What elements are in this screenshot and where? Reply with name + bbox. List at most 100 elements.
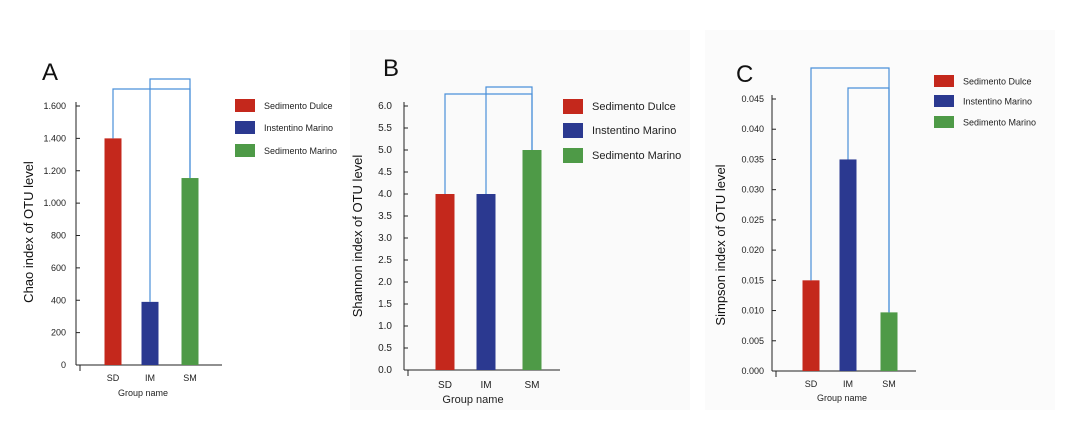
panel-a-x-tick-label: IM (145, 373, 155, 383)
panel-b-legend-swatch (563, 148, 583, 163)
panel-a-x-tick-label: SD (107, 373, 120, 383)
panel-a-bar-sd (104, 138, 122, 365)
panel-a-legend-swatch (235, 99, 255, 112)
panel-a-y-axis: 0 200 400 600 800 1.000 1.200 1.400 1.600 (43, 101, 80, 370)
panel-c-y-tick-label: 0.030 (741, 185, 764, 195)
panel-c-legend-label: Sedimento Marino (963, 118, 1036, 128)
panel-b-bar-sm (522, 150, 542, 370)
panel-a: A Chao index of OTU level Group name 0 20… (21, 59, 337, 398)
panel-a-x-axis: SD IM SM (79, 364, 222, 383)
panel-c-bracket-1 (847, 87, 890, 313)
panel-b-y-tick-label: 5.0 (378, 145, 392, 156)
panel-a-y-tick-label: 1.000 (43, 198, 66, 208)
panel-b-letter: B (383, 55, 399, 82)
panel-a-bracket-1 (149, 78, 191, 302)
panel-c-bar-im (839, 159, 857, 371)
panel-b-y-axis-label: Shannon index of OTU level (350, 155, 365, 318)
panel-c-x-axis: SD IM SM (775, 370, 916, 389)
panel-a-bars (104, 138, 199, 365)
panel-a-y-tick-label: 800 (51, 231, 66, 241)
panel-b-x-tick-label: IM (480, 380, 491, 391)
panel-c: C Simpson index of OTU level Group name … (713, 61, 1036, 403)
panel-c-y-axis: 0.000 0.005 0.010 0.015 0.020 0.025 0.030 0.035… (741, 94, 776, 376)
panel-b-legend-swatch (563, 99, 583, 114)
panel-b-y-tick-label: 3.0 (378, 233, 392, 244)
panel-a-y-tick-label: 1.200 (43, 166, 66, 176)
panel-c-letter: C (736, 61, 753, 88)
panel-a-y-axis-label: Chao index of OTU level (21, 161, 36, 303)
panel-b-legend-label: Sedimento Dulce (592, 101, 676, 113)
panel-b-legend-label: Instentino Marino (592, 125, 676, 137)
panel-b-y-tick-label: 0.5 (378, 343, 392, 354)
panel-c-y-tick-label: 0.010 (741, 306, 764, 316)
panel-c-x-tick-label: SD (805, 379, 818, 389)
panel-b-y-tick-label: 2.5 (378, 255, 392, 266)
panel-c-significance-brackets (810, 67, 890, 313)
panel-a-y-tick-label: 1.400 (43, 133, 66, 143)
panel-b-x-tick-label: SD (438, 380, 452, 391)
panel-b-x-axis-title: Group name (442, 394, 503, 406)
panel-a-bracket-0 (112, 88, 191, 179)
panel-c-y-tick-label: 0.035 (741, 154, 764, 164)
panel-a-y-tick-label: 200 (51, 328, 66, 338)
panel-b-bar-sd (435, 194, 455, 370)
panel-c-y-tick-label: 0.015 (741, 275, 764, 285)
panel-c-legend-swatch (934, 116, 954, 128)
panel-c-y-tick-label: 0.000 (741, 366, 764, 376)
panel-c-y-tick-label: 0.045 (741, 94, 764, 104)
panel-a-y-tick-label: 400 (51, 295, 66, 305)
panel-b-background (350, 30, 690, 410)
panel-c-bar-sm (880, 312, 898, 371)
panel-b-bracket-0 (444, 93, 533, 194)
panel-c-y-tick-label: 0.040 (741, 124, 764, 134)
panel-a-legend-label: Sedimento Dulce (264, 101, 333, 111)
panel-b-bar-im (476, 194, 496, 370)
panel-b-y-tick-label: 5.5 (378, 123, 392, 134)
panel-b-y-tick-label: 6.0 (378, 101, 392, 112)
panel-b-bracket-1 (485, 86, 533, 194)
panel-b-y-tick-label: 4.5 (378, 167, 392, 178)
panel-a-y-tick-label: 1.600 (43, 101, 66, 111)
panel-a-bar-sm (181, 178, 199, 365)
panel-c-legend-swatch (934, 75, 954, 87)
panel-b-y-tick-label: 4.0 (378, 189, 392, 200)
panel-c-y-tick-label: 0.005 (741, 336, 764, 346)
panel-b-legend: Sedimento Dulce Instentino Marino Sediment… (563, 99, 681, 163)
panel-b-legend-swatch (563, 123, 583, 138)
panel-b-x-axis: SD IM SM (407, 369, 560, 391)
panel-b-legend-label: Sedimento Marino (592, 150, 681, 162)
panel-b: B Shannon index of OTU level Group name … (350, 55, 681, 406)
panel-b-significance-brackets (444, 86, 533, 194)
panel-c-bar-sd (802, 280, 820, 371)
panel-b-bars (435, 150, 542, 370)
panel-a-significance-brackets (112, 78, 191, 302)
panel-c-x-axis-title: Group name (817, 393, 867, 403)
panel-b-y-tick-label: 1.5 (378, 299, 392, 310)
panel-a-x-tick-label: SM (183, 373, 197, 383)
panel-c-legend: Sedimento Dulce Instentino Marino Sediment… (934, 75, 1036, 128)
panel-a-legend-swatch (235, 144, 255, 157)
panel-a-bar-im (141, 301, 159, 365)
panel-a-legend-swatch (235, 121, 255, 134)
panel-a-x-axis-title: Group name (118, 388, 168, 398)
panel-a-legend-label: Instentino Marino (264, 123, 333, 133)
panel-c-x-tick-label: IM (843, 379, 853, 389)
panel-c-bars (802, 159, 898, 371)
panel-c-background (705, 30, 1055, 410)
panel-b-x-tick-label: SM (525, 380, 540, 391)
panel-a-y-tick-label: 0 (61, 360, 66, 370)
panel-b-y-tick-label: 3.5 (378, 211, 392, 222)
panel-c-y-axis-label: Simpson index of OTU level (713, 164, 728, 325)
panel-b-y-tick-label: 0.0 (378, 365, 392, 376)
panel-a-letter: A (42, 59, 58, 86)
panel-b-y-tick-label: 2.0 (378, 277, 392, 288)
panel-a-legend-label: Sedimento Marino (264, 146, 337, 156)
panel-b-y-tick-label: 1.0 (378, 321, 392, 332)
panel-c-legend-label: Sedimento Dulce (963, 77, 1032, 87)
panel-b-y-axis: 0.0 0.5 1.0 1.5 2.0 2.5 3.0 3.5 4.0 4.5 5.0 5.5 6.0 (378, 101, 408, 376)
panel-c-x-tick-label: SM (882, 379, 896, 389)
panel-c-legend-swatch (934, 95, 954, 107)
panel-a-legend: Sedimento Dulce Instentino Marino Sediment… (235, 99, 337, 157)
panel-c-y-tick-label: 0.025 (741, 215, 764, 225)
